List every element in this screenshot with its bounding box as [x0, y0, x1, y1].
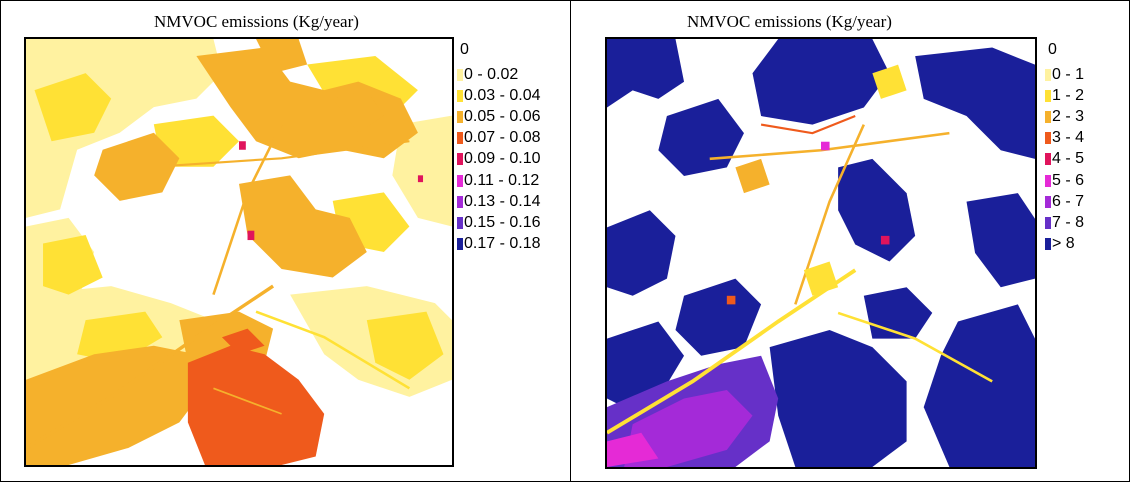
legend-swatch	[457, 132, 463, 145]
legend-item: 0.03 - 0.04	[457, 85, 541, 106]
legend-label: 0.13 - 0.14	[464, 192, 541, 210]
legend-swatch	[457, 89, 463, 102]
emission-map-raster	[26, 39, 452, 465]
legend-label: 0.05 - 0.06	[464, 107, 541, 125]
legend-swatch	[1045, 174, 1051, 187]
legend-item: 0 - 0.02	[457, 64, 541, 85]
legend-label: 0.09 - 0.10	[464, 150, 541, 168]
legend-swatch	[1045, 89, 1051, 102]
legend-swatch	[457, 238, 463, 251]
legend-item: 0 - 1	[1045, 64, 1084, 85]
legend-label: 0.17 - 0.18	[464, 235, 541, 253]
legend-label: 3 - 4	[1052, 129, 1085, 147]
legend-label: 6 - 7	[1052, 192, 1085, 210]
legend-item: 5 - 6	[1045, 170, 1084, 191]
legend-item: 7 - 8	[1045, 212, 1084, 233]
legend-swatch	[1045, 110, 1051, 123]
legend-label: 5 - 6	[1052, 171, 1085, 189]
legend-item: 3 - 4	[1045, 128, 1084, 149]
map-title: NMVOC emissions (Kg/year)	[687, 12, 892, 31]
map-title: NMVOC emissions (Kg/year)	[154, 12, 359, 31]
legend-swatch	[1045, 238, 1051, 251]
legend-label: 1 - 2	[1052, 86, 1085, 104]
legend-item: 0.09 - 0.10	[457, 149, 541, 170]
legend-item: 0.13 - 0.14	[457, 191, 541, 212]
legend-swatch	[1045, 68, 1051, 81]
legend-swatch	[457, 216, 463, 229]
legend-label: 0.07 - 0.08	[464, 129, 541, 147]
legend-label: 0 - 1	[1052, 65, 1085, 83]
legend-swatch	[457, 174, 463, 187]
panel-divider	[570, 0, 571, 482]
legend-swatch	[1045, 132, 1051, 145]
legend-swatch	[1045, 153, 1051, 166]
legend-label: 2 - 3	[1052, 107, 1085, 125]
legend-swatch	[457, 68, 463, 81]
legend-swatch	[1045, 195, 1051, 208]
legend-item: 0.07 - 0.08	[457, 128, 541, 149]
map-legend: 0 0 - 1 1 - 2 2 - 3 3 - 4 4 - 5 5 - 6 6 …	[1045, 42, 1084, 255]
map-panel-right: NMVOC emissions (Kg/year)	[571, 0, 1130, 482]
legend-label: 0 - 0.02	[464, 65, 519, 83]
legend-item: 0.05 - 0.06	[457, 106, 541, 127]
legend-item: 4 - 5	[1045, 149, 1084, 170]
legend-swatch	[457, 195, 463, 208]
legend-swatch	[457, 110, 463, 123]
emission-map	[605, 37, 1037, 469]
legend-item: 2 - 3	[1045, 106, 1084, 127]
legend-item: 0.11 - 0.12	[457, 170, 541, 191]
legend-swatch	[1045, 216, 1051, 229]
legend-swatch	[457, 153, 463, 166]
legend-item: 1 - 2	[1045, 85, 1084, 106]
legend-label: 4 - 5	[1052, 150, 1085, 168]
map-legend: 0 0 - 0.02 0.03 - 0.04 0.05 - 0.06 0.07 …	[457, 42, 541, 255]
emission-map	[24, 37, 454, 467]
emission-map-raster	[607, 39, 1035, 467]
legend-label: 7 - 8	[1052, 213, 1085, 231]
legend-header: 0	[460, 41, 469, 58]
legend-label: 0.15 - 0.16	[464, 213, 541, 231]
legend-label: 0.11 - 0.12	[464, 171, 540, 189]
legend-item: 6 - 7	[1045, 191, 1084, 212]
legend-item: > 8	[1045, 234, 1084, 255]
legend-item: 0.15 - 0.16	[457, 212, 541, 233]
legend-header: 0	[1048, 41, 1057, 58]
legend-label: 0.03 - 0.04	[464, 86, 541, 104]
legend-label: > 8	[1052, 235, 1075, 253]
legend-item: 0.17 - 0.18	[457, 234, 541, 255]
map-panel-left: NMVOC emissions (Kg/year)	[24, 12, 541, 467]
